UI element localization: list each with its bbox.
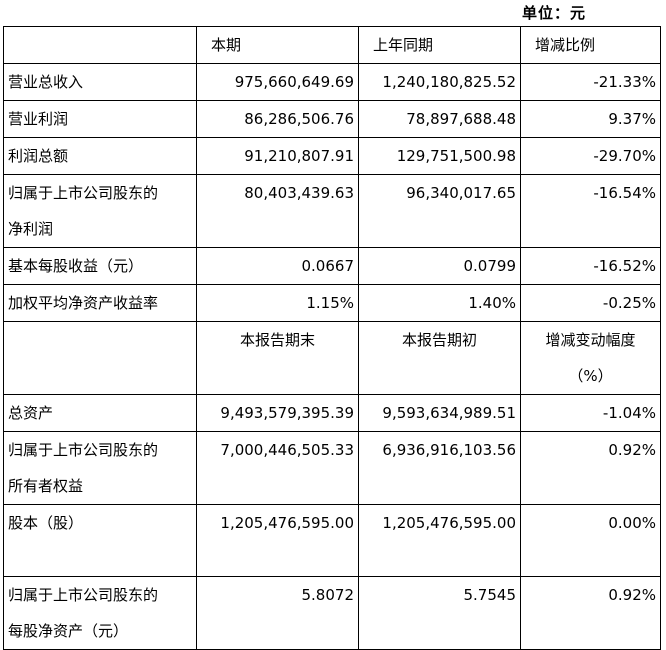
table-row: 归属于上市公司股东的 每股净资产（元） 5.8072 5.7545 0.92% [3,576,661,650]
row-label: 归属于上市公司股东的 所有者权益 [3,431,197,505]
table-header-row: 本报告期末 本报告期初 增减变动幅度 （%） [3,321,661,395]
value-change: -16.54% [520,174,661,248]
value-current: 0.0667 [196,247,359,285]
table-row: 归属于上市公司股东的 所有者权益 7,000,446,505.33 6,936,9… [3,431,661,505]
value-period-start: 9,593,634,989.51 [358,394,521,432]
table-header-row: 本期 上年同期 增减比例 [3,26,661,64]
row-label: 归属于上市公司股东的 净利润 [3,174,197,248]
row-label: 总资产 [3,394,197,432]
unit-label: 单位：元 [521,4,586,22]
value-period-end: 7,000,446,505.33 [196,431,359,505]
row-label: 归属于上市公司股东的 每股净资产（元） [3,576,197,650]
table-row: 营业利润 86,286,506.76 78,897,688.48 9.37% [3,100,661,138]
value-period-start: 6,936,916,103.56 [358,431,521,505]
table-row: 加权平均净资产收益率 1.15% 1.40% -0.25% [3,284,661,322]
row-label: 加权平均净资产收益率 [3,284,197,322]
row-label: 营业利润 [3,100,197,138]
table-row: 利润总额 91,210,807.91 129,751,500.98 -29.70… [3,137,661,175]
row-label: 营业总收入 [3,63,197,101]
value-change: -16.52% [520,247,661,285]
value-period-start: 1,205,476,595.00 [358,504,521,577]
header-cell-empty [3,321,197,395]
value-prior: 96,340,017.65 [358,174,521,248]
value-change: -1.04% [520,394,661,432]
table-row: 归属于上市公司股东的 净利润 80,403,439.63 96,340,017.6… [3,174,661,248]
header-cell-prior-period: 上年同期 [358,26,521,64]
value-current: 86,286,506.76 [196,100,359,138]
row-label-line1: 归属于上市公司股东的 [8,441,159,459]
value-current: 80,403,439.63 [196,174,359,248]
value-period-end: 1,205,476,595.00 [196,504,359,577]
header-cell-change-range: 增减变动幅度 （%） [520,321,661,395]
table-row: 营业总收入 975,660,649.69 1,240,180,825.52 -2… [3,63,661,101]
value-period-end: 5.8072 [196,576,359,650]
value-current: 975,660,649.69 [196,63,359,101]
table-row: 基本每股收益（元） 0.0667 0.0799 -16.52% [3,247,661,285]
row-label-line1: 归属于上市公司股东的 [8,586,159,604]
value-prior: 78,897,688.48 [358,100,521,138]
value-prior: 1.40% [358,284,521,322]
value-current: 91,210,807.91 [196,137,359,175]
row-label-line1: 归属于上市公司股东的 [8,184,159,202]
header-cell-current-period: 本期 [196,26,359,64]
row-label: 基本每股收益（元） [3,247,197,285]
header-cell-change-range-line1: 增减变动幅度 [545,331,636,349]
table-row: 总资产 9,493,579,395.39 9,593,634,989.51 -1… [3,394,661,432]
value-change: 0.92% [520,576,661,650]
value-change: 0.00% [520,504,661,577]
value-prior: 1,240,180,825.52 [358,63,521,101]
financial-summary-table: 本期 上年同期 增减比例 营业总收入 975,660,649.69 1,240,… [3,26,661,650]
value-current: 1.15% [196,284,359,322]
header-cell-change-range-line2: （%） [568,367,613,385]
header-cell-empty [3,26,197,64]
row-label-line2: 每股净资产（元） [8,622,129,640]
value-change: -29.70% [520,137,661,175]
row-label: 利润总额 [3,137,197,175]
value-change: 0.92% [520,431,661,505]
value-change: 9.37% [520,100,661,138]
value-change: -21.33% [520,63,661,101]
header-cell-change-ratio: 增减比例 [520,26,661,64]
header-cell-period-start: 本报告期初 [358,321,521,395]
value-prior: 0.0799 [358,247,521,285]
value-prior: 129,751,500.98 [358,137,521,175]
row-label: 股本（股） [3,504,197,577]
value-period-start: 5.7545 [358,576,521,650]
header-cell-period-end: 本报告期末 [196,321,359,395]
value-period-end: 9,493,579,395.39 [196,394,359,432]
row-label-line2: 所有者权益 [8,477,84,495]
table-row: 股本（股） 1,205,476,595.00 1,205,476,595.00 … [3,504,661,577]
row-label-line2: 净利润 [8,220,54,238]
value-change: -0.25% [520,284,661,322]
